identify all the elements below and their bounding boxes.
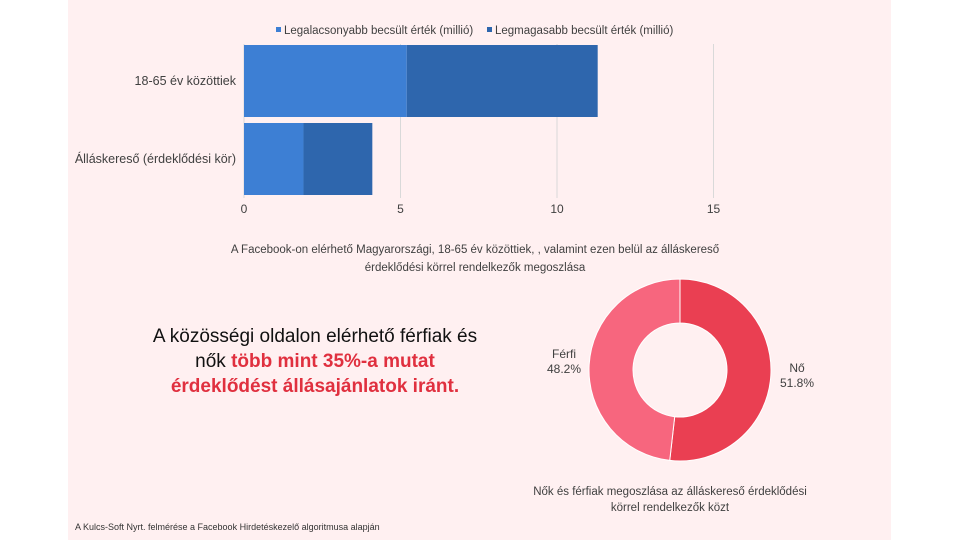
slice-value-label: 48.2% (547, 362, 581, 376)
legend-swatch (487, 27, 492, 32)
donut-slice (588, 278, 681, 461)
slice-label: Nő (789, 361, 805, 375)
category-label: 18-65 év közöttiek (135, 74, 237, 88)
donut-chart-caption: Nők és férfiak megoszlása az álláskereső… (533, 486, 807, 514)
source-footnote: A Kulcs-Soft Nyrt. felmérése a Facebook … (75, 522, 380, 532)
bar-segment (406, 45, 598, 117)
headline-line-1: A közösségi oldalon elérhető férfiak és (152, 326, 478, 347)
headline-line-2: nők több mint 35%-a mutat (130, 349, 500, 374)
donut-slice (669, 278, 772, 462)
x-tick-label: 15 (707, 202, 721, 216)
x-tick-label: 5 (397, 202, 404, 216)
headline-highlight-2: érdeklődést állásajánlatok iránt. (170, 376, 460, 397)
headline-highlight-1: több mint 35%-a mutat (231, 351, 435, 372)
x-tick-label: 0 (241, 202, 248, 216)
bar-segment (303, 123, 373, 195)
slice-label: Férfi (552, 347, 576, 361)
bar-chart-caption: A Facebook-on elérhető Magyarországi, 18… (230, 244, 720, 274)
x-tick-label: 10 (550, 202, 564, 216)
stacked-bar-chart: 0 5 10 15 18-65 év közöttiek Álláskereső (érd… (75, 25, 721, 216)
legend-label: Legalacsonyabb becsült érték (millió) (284, 25, 473, 37)
headline: A közösségi oldalon elérhető férfiak és … (130, 324, 500, 399)
category-label: Álláskereső (érdeklődési kör) (75, 151, 236, 166)
legend-label: Legmagasabb becsült érték (millió) (495, 25, 674, 37)
headline-line-2-text: nők (195, 351, 232, 372)
legend-swatch (276, 27, 281, 32)
bar-segment (244, 123, 304, 195)
slice-value-label: 51.8% (780, 376, 814, 390)
bar-segment (244, 45, 407, 117)
